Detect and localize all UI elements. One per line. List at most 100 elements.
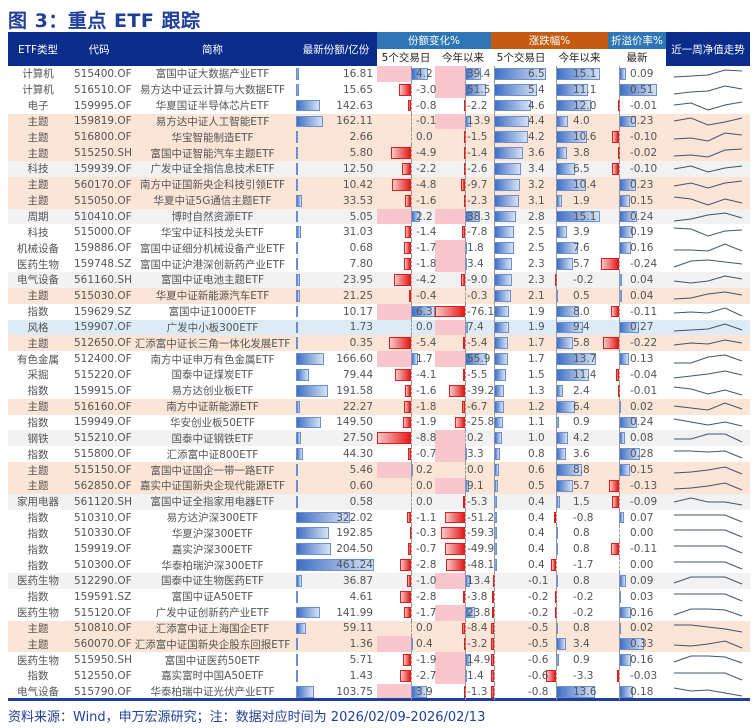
price-change-5d-value: -0.6 bbox=[528, 669, 549, 682]
price-change-5d-axis bbox=[494, 525, 495, 542]
share-change-ytd-value: -5.5 bbox=[467, 368, 488, 381]
share-change-ytd-value: 7.4 bbox=[467, 321, 484, 334]
table-row: 指数 159629.SZ 富国中证1000ETF 10.17 6.3 -76.1 1.9 8.… bbox=[8, 303, 750, 320]
share-change-ytd-axis bbox=[465, 620, 466, 637]
share-change-ytd-bar bbox=[462, 337, 465, 350]
share-change-5d-axis bbox=[411, 161, 412, 177]
price-change-5d-axis bbox=[494, 319, 495, 336]
share-change-ytd-axis bbox=[465, 588, 466, 605]
etf-type: 指数 bbox=[27, 448, 49, 461]
price-change-ytd-axis bbox=[556, 620, 557, 637]
share-change-5d-axis bbox=[411, 588, 412, 605]
nav-trend-line bbox=[674, 514, 743, 523]
nav-trend-sparkline bbox=[673, 148, 743, 158]
nav-trend-sparkline bbox=[673, 101, 743, 111]
share-change-5d-value: 3.9 bbox=[416, 685, 433, 698]
share-change-5d-value: 0.0 bbox=[416, 622, 433, 635]
share-change-5d-value: 0.0 bbox=[416, 479, 433, 492]
etf-type: 电子 bbox=[27, 100, 49, 113]
nav-trend-line bbox=[674, 624, 743, 633]
etf-name: 易方达创业板ETF bbox=[171, 385, 254, 398]
etf-type: 科技 bbox=[27, 226, 49, 239]
price-change-ytd-bar bbox=[556, 258, 573, 270]
shares-bar bbox=[296, 147, 298, 160]
premium-latest-axis bbox=[619, 382, 620, 399]
table-row: 指数 159949.OF 华安创业板50ETF 149.50 -1.9 -25.8 1.1 0… bbox=[8, 414, 750, 431]
nav-trend-sparkline bbox=[673, 212, 743, 222]
etf-type: 主题 bbox=[27, 179, 49, 192]
nav-trend-line bbox=[673, 196, 743, 206]
price-change-ytd-value: 13.7 bbox=[573, 353, 597, 366]
share-change-5d-axis bbox=[411, 604, 412, 621]
premium-latest-axis bbox=[619, 271, 620, 288]
header-trend: 近一周净值走势 bbox=[671, 43, 745, 56]
shares-value: 7.80 bbox=[349, 258, 373, 271]
share-change-ytd-value: 23.8 bbox=[467, 606, 491, 619]
share-change-ytd-highlight bbox=[435, 113, 465, 130]
price-change-ytd-value: 8.8 bbox=[573, 464, 590, 477]
share-change-5d-axis bbox=[411, 176, 412, 193]
share-change-ytd-axis bbox=[465, 541, 466, 558]
nav-trend-sparkline bbox=[673, 227, 743, 237]
shares-bar bbox=[296, 99, 321, 112]
shares-value: 5.05 bbox=[349, 210, 373, 223]
shares-value: 27.50 bbox=[342, 432, 373, 445]
etf-type: 主题 bbox=[27, 131, 49, 144]
price-change-ytd-axis bbox=[556, 557, 557, 573]
price-change-5d-bar bbox=[494, 416, 503, 429]
price-change-ytd-axis bbox=[556, 351, 557, 368]
share-change-ytd-axis bbox=[465, 81, 466, 98]
price-change-5d-axis bbox=[494, 224, 495, 241]
etf-code: 510410.OF bbox=[74, 210, 132, 223]
premium-latest-value: 0.18 bbox=[630, 685, 654, 698]
share-change-5d-value: -1.6 bbox=[416, 194, 437, 207]
shares-bar bbox=[296, 273, 301, 286]
share-change-ytd-bar bbox=[435, 305, 465, 318]
table-row: 主题 560170.OF 南方中证国新央企科技引领ETF 10.42 -4.8 -9.7 3… bbox=[8, 176, 750, 193]
price-change-ytd-axis bbox=[556, 113, 557, 130]
share-change-5d-axis bbox=[411, 240, 412, 257]
etf-code: 515000.OF bbox=[74, 226, 132, 239]
nav-trend-sparkline bbox=[673, 497, 743, 506]
price-change-5d-axis bbox=[494, 382, 495, 399]
table-row: 主题 516160.OF 南方中证新能源ETF 22.27 -1.8 -6.7 1.2 6.4… bbox=[8, 398, 750, 415]
etf-name: 汇添富中证800ETF bbox=[166, 448, 259, 461]
price-change-ytd-axis bbox=[556, 573, 557, 589]
shares-bar bbox=[296, 670, 298, 682]
nav-trend-sparkline bbox=[673, 640, 743, 649]
share-change-5d-value: -0.1 bbox=[416, 115, 437, 128]
share-change-5d-value: -0.7 bbox=[416, 448, 437, 461]
nav-trend-sparkline bbox=[674, 514, 743, 523]
price-change-5d-bar bbox=[494, 337, 508, 350]
price-change-5d-value: 1.1 bbox=[528, 416, 545, 429]
table-row: 主题 512650.OF 汇添富中证长三角一体化发展ETF 0.35 -5.4 -5.4 1… bbox=[8, 335, 750, 352]
share-change-ytd-bar bbox=[445, 559, 465, 571]
price-change-ytd-value: 12.0 bbox=[573, 99, 597, 112]
price-change-ytd-value: 5.8 bbox=[573, 337, 590, 350]
share-change-5d-axis bbox=[411, 129, 412, 146]
share-change-ytd-value: -25.8 bbox=[467, 416, 495, 429]
premium-latest-bar bbox=[611, 131, 619, 144]
nav-trend-line bbox=[673, 227, 743, 237]
price-change-ytd-value: -0.2 bbox=[573, 590, 594, 603]
header-premium-latest: 最新 bbox=[608, 49, 666, 66]
share-change-5d-axis bbox=[411, 493, 412, 510]
etf-name: 汇添富中证长三角一体化发展ETF bbox=[134, 337, 291, 350]
price-change-ytd-bar bbox=[556, 337, 573, 350]
etf-name: 南方中证申万有色金属ETF bbox=[150, 353, 275, 366]
share-change-ytd-highlight bbox=[435, 668, 465, 684]
price-change-5d-value: 6.5 bbox=[528, 67, 545, 80]
shares-value: 1.43 bbox=[349, 669, 373, 682]
etf-name: 广发中证全指信息技术ETF bbox=[150, 163, 275, 176]
price-change-ytd-axis bbox=[556, 525, 557, 542]
nav-trend-line bbox=[673, 339, 743, 346]
premium-latest-value: -0.11 bbox=[630, 543, 658, 556]
price-change-5d-value: 1.5 bbox=[528, 368, 545, 381]
price-change-5d-bar bbox=[494, 305, 510, 318]
price-change-ytd-bar bbox=[556, 400, 575, 413]
header-price-5d: 5个交易日 bbox=[491, 49, 551, 66]
price-change-ytd-axis bbox=[556, 462, 557, 478]
price-change-ytd-axis bbox=[556, 683, 557, 700]
premium-latest-value: -0.10 bbox=[630, 131, 658, 144]
price-change-5d-axis bbox=[494, 192, 495, 209]
